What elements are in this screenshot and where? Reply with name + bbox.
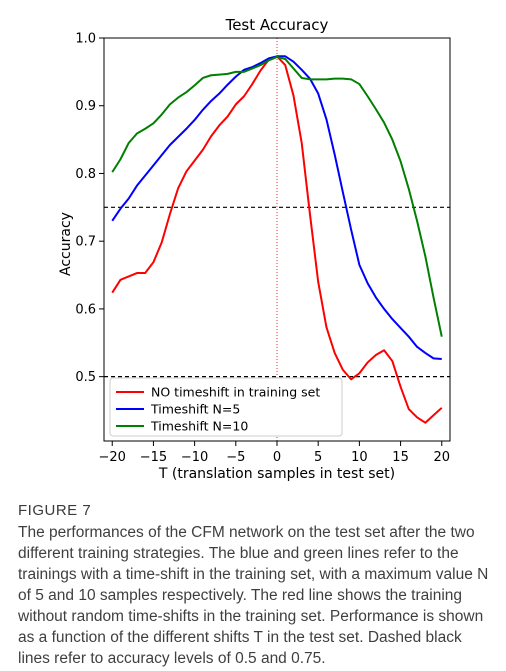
y-axis-label: Accuracy [58, 212, 74, 276]
figure-label: FIGURE 7 [18, 502, 92, 519]
x-tick-label: 0 [273, 450, 281, 465]
y-tick-label: 0.6 [75, 302, 96, 317]
reference-lines [104, 38, 450, 441]
y-tick-label: 0.8 [75, 167, 96, 182]
chart: Test Accuracy Accuracy T (translation sa… [58, 16, 451, 482]
x-tick-label: 5 [314, 450, 322, 465]
y-tick-label: 1.0 [75, 32, 96, 47]
legend-label-1: Timeshift N=5 [150, 402, 240, 417]
figure-caption: The performances of the CFM network on t… [18, 524, 489, 667]
series-line-2 [111, 55, 443, 337]
x-tick-label: 15 [392, 450, 409, 465]
legend-box [109, 377, 343, 437]
y-axis-ticks: 0.5 0.6 0.7 0.8 0.9 1.0 [75, 32, 104, 385]
legend: NO timeshift in training set Timeshift N=… [109, 377, 343, 437]
legend-label-0: NO timeshift in training set [151, 385, 320, 400]
y-tick-label: 0.5 [75, 370, 96, 385]
x-tick-label: 10 [351, 450, 368, 465]
chart-title: Test Accuracy [225, 16, 329, 34]
x-tick-label: 20 [433, 450, 450, 465]
x-tick-label: −20 [99, 450, 126, 465]
x-axis-ticks: −20 −15 −10 −5 0 5 10 15 20 [99, 441, 450, 465]
x-tick-label: −15 [140, 450, 167, 465]
legend-label-2: Timeshift N=10 [150, 419, 248, 434]
y-tick-label: 0.9 [75, 99, 96, 114]
series-lines [111, 55, 443, 424]
accuracy-chart: Test Accuracy Accuracy T (translation sa… [58, 16, 451, 482]
x-tick-label: −10 [181, 450, 208, 465]
x-axis-label: T (translation samples in test set) [158, 466, 395, 482]
y-tick-label: 0.7 [75, 235, 96, 250]
x-tick-label: −5 [226, 450, 245, 465]
